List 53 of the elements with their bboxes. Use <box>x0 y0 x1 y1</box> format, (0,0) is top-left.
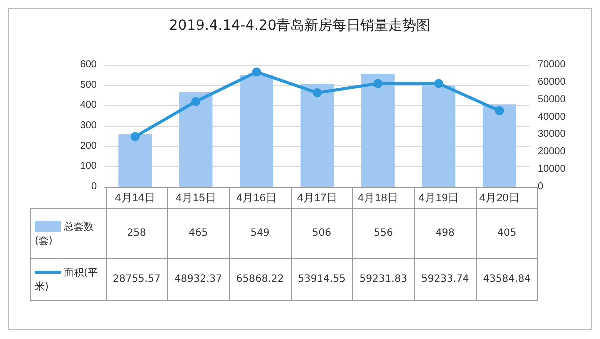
y2-tick-label: 20000 <box>538 146 566 158</box>
y2-tick-label: 30000 <box>538 129 566 140</box>
y-tick-label: 300 <box>80 120 98 132</box>
bar <box>362 74 395 187</box>
x-tick-label: 4月14日 <box>115 192 156 204</box>
y-tick-label: 400 <box>80 100 98 112</box>
data-label: 405 <box>476 208 538 258</box>
bar <box>300 84 334 187</box>
x-tick-label: 4月15日 <box>176 192 216 204</box>
data-label: 43584.84 <box>476 258 538 300</box>
bar <box>422 86 456 187</box>
data-label: 549 <box>229 208 292 258</box>
bar <box>179 92 213 187</box>
y2-tick-label: 50000 <box>538 94 566 106</box>
y-tick-label: 100 <box>80 161 98 172</box>
bar <box>482 104 516 187</box>
point <box>192 97 201 106</box>
point <box>313 88 322 98</box>
chart-title: 2019.4.14-4.20青岛新房每日销量走势图 <box>169 18 431 34</box>
bar <box>240 75 274 187</box>
x-tick-label: 4月19日 <box>418 192 460 204</box>
y-tick-label: 600 <box>80 60 98 70</box>
y2-tick-label: 40000 <box>538 112 566 123</box>
point <box>130 132 140 142</box>
legend-label: 总套数(套) <box>35 222 94 246</box>
data-label: 258 <box>106 208 168 258</box>
data-label: 465 <box>168 208 230 258</box>
x-tick-label: 4月17日 <box>297 192 338 204</box>
data-label: 556 <box>352 208 415 258</box>
y-tick-label: 200 <box>80 140 98 152</box>
point <box>252 68 262 77</box>
bar <box>118 134 152 187</box>
y2-tick-label: 10000 <box>538 164 566 176</box>
y-tick-label: 0 <box>91 182 98 192</box>
data-label: 53914.55 <box>291 258 353 300</box>
data-label: 498 <box>414 208 476 258</box>
point <box>374 79 383 88</box>
data-label: 28755.57 <box>106 258 168 300</box>
y2-tick-label: 60000 <box>538 76 566 88</box>
y2-tick-label: 0 <box>538 182 544 192</box>
x-tick-label: 4月18日 <box>358 192 398 204</box>
data-label: 506 <box>291 208 353 258</box>
text: 面积(平米) <box>35 268 98 292</box>
x-tick-label: 4月16日 <box>236 192 277 204</box>
data-label: 59233.74 <box>414 258 476 300</box>
data-label: 65868.22 <box>229 258 292 300</box>
y2-tick-label: 70000 <box>538 60 566 70</box>
data-label: 59231.83 <box>352 258 415 300</box>
y-tick-label: 500 <box>80 80 98 91</box>
point <box>495 106 504 116</box>
point <box>434 79 444 88</box>
data-label: 48932.37 <box>168 258 230 300</box>
x-tick-label: 4月20日 <box>479 192 520 204</box>
